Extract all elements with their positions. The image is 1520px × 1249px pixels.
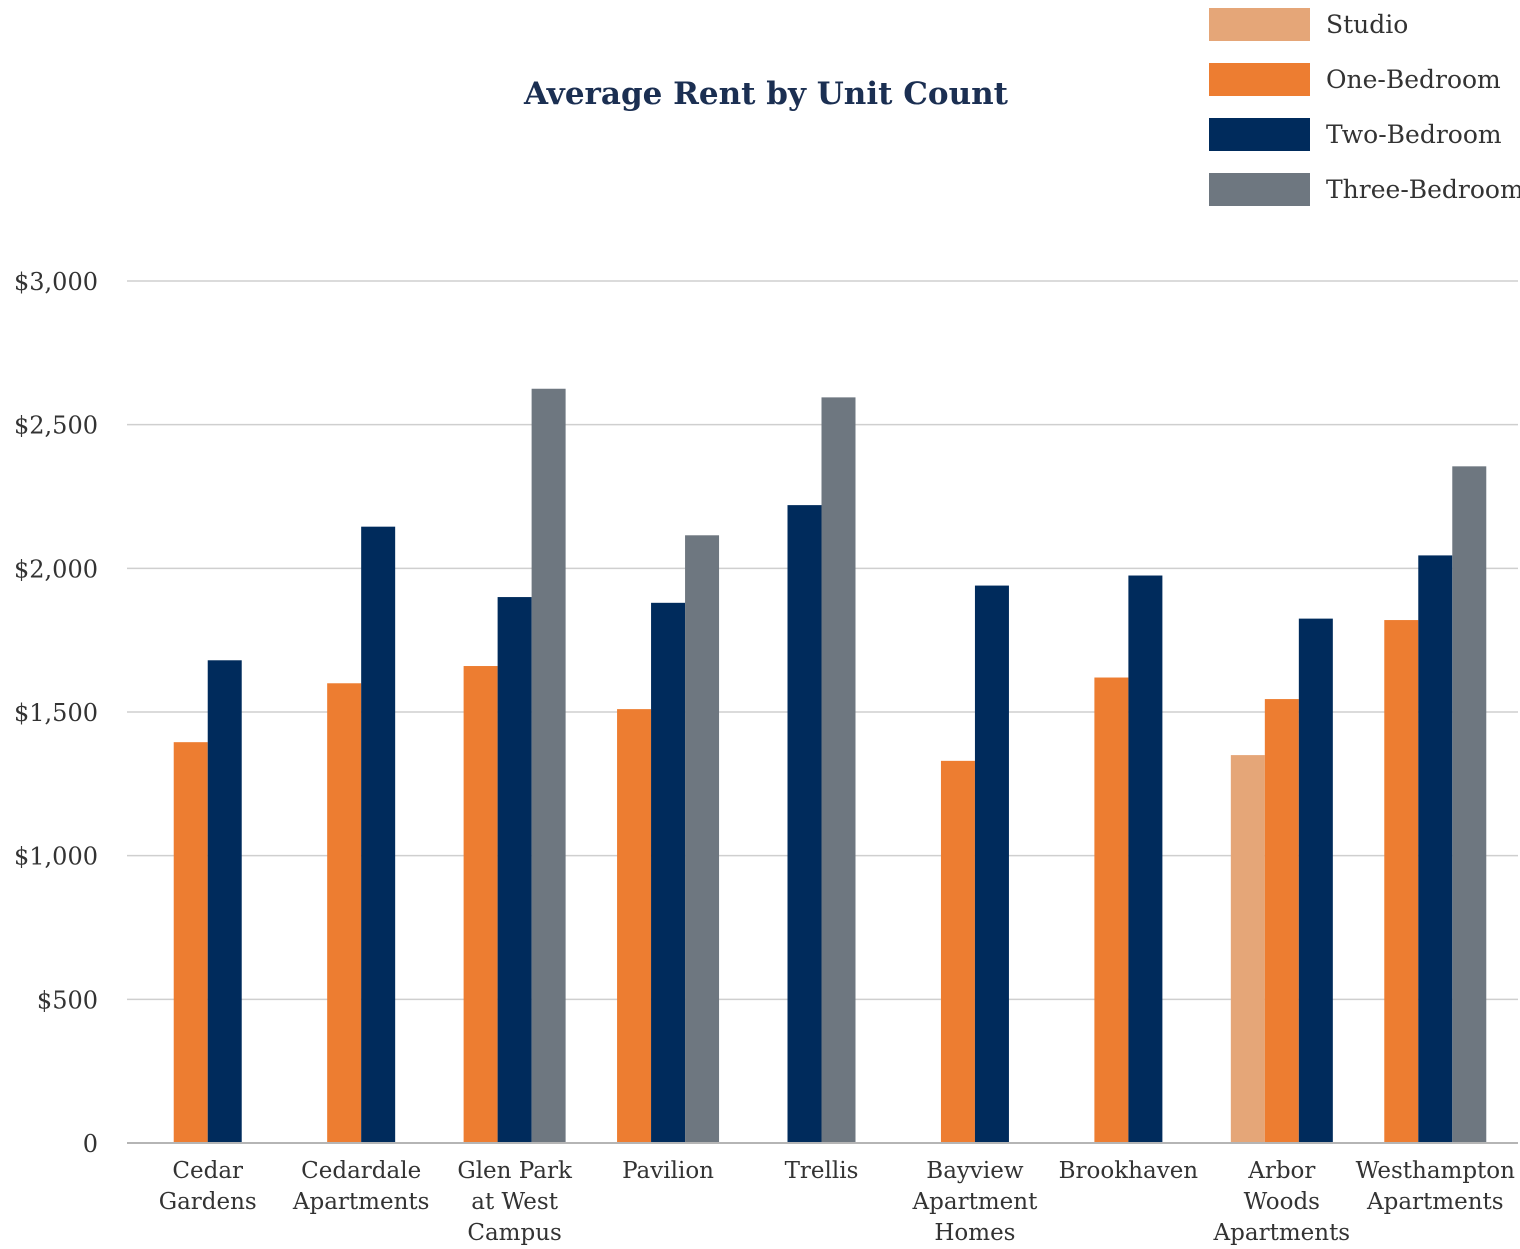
x-tick-label-line: Westhampton: [1356, 1158, 1516, 1184]
x-tick-label-line: Cedar: [172, 1158, 243, 1184]
bar-two-bedroom-6: [1128, 575, 1163, 1143]
x-tick-label-line: Pavilion: [622, 1158, 714, 1184]
y-tick-label: $500: [37, 986, 98, 1014]
x-tick-label: Cedar Gardens: [159, 1158, 257, 1215]
x-tick-label-line: Campus: [467, 1220, 561, 1246]
x-tick-label: Bayview Apartment Homes: [912, 1158, 1039, 1246]
x-tick-label: Arbor Woods Apartments: [1213, 1158, 1351, 1246]
x-tick-label-line: Trellis: [785, 1158, 859, 1184]
bar-two-bedroom-7: [1298, 618, 1333, 1143]
x-tick-label-line: Apartments: [292, 1189, 430, 1215]
bar-one-bedroom-8: [1384, 620, 1419, 1143]
bar-one-bedroom-1: [327, 683, 362, 1143]
y-tick-label: 0: [83, 1130, 98, 1158]
legend-swatch-one-bedroom: [1209, 63, 1310, 96]
bars: [173, 388, 1487, 1144]
legend: Studio One-Bedroom Two-Bedroom Three-Bedroo…: [1209, 8, 1520, 206]
bar-two-bedroom-8: [1418, 555, 1453, 1143]
x-tick-label-line: Apartment: [912, 1189, 1039, 1215]
x-tick-label-line: at West: [471, 1189, 558, 1215]
legend-label-studio: Studio: [1326, 10, 1408, 39]
x-tick-label-line: Apartments: [1366, 1189, 1504, 1215]
chart-title: Average Rent by Unit Count: [523, 76, 1009, 112]
bar-one-bedroom-2: [463, 666, 498, 1143]
x-tick-label-line: Brookhaven: [1059, 1158, 1199, 1184]
x-tick-label-line: Woods: [1244, 1189, 1320, 1215]
legend-swatch-studio: [1209, 8, 1310, 41]
bar-one-bedroom-6: [1094, 677, 1129, 1143]
x-tick-label-line: Cedardale: [301, 1158, 421, 1184]
x-tick-label: Cedardale Apartments: [292, 1158, 430, 1215]
x-tick-label: Brookhaven: [1059, 1158, 1199, 1184]
y-tick-label: $3,000: [14, 268, 98, 296]
bar-three-bedroom-4: [821, 397, 856, 1143]
x-tick-label-line: Apartments: [1213, 1220, 1351, 1246]
bar-one-bedroom-7: [1264, 699, 1299, 1143]
bar-one-bedroom-5: [940, 760, 975, 1143]
y-tick-label: $1,000: [14, 843, 98, 871]
y-axis-ticks: 0 $500 $1,000 $1,500 $2,000 $2,500 $3,000: [14, 268, 98, 1158]
x-tick-label-line: Homes: [934, 1220, 1015, 1246]
bar-one-bedroom-0: [173, 742, 208, 1143]
bar-three-bedroom-8: [1452, 466, 1487, 1144]
x-tick-label-line: Glen Park: [457, 1158, 573, 1184]
legend-swatch-three-bedroom: [1209, 173, 1310, 206]
bar-two-bedroom-2: [497, 597, 532, 1143]
bar-studio-7: [1230, 755, 1265, 1143]
bar-three-bedroom-3: [685, 535, 720, 1143]
bar-one-bedroom-3: [617, 709, 652, 1143]
x-tick-label-line: Arbor: [1247, 1158, 1315, 1184]
x-axis-labels: Cedar Gardens Cedardale Apartments Glen Park…: [159, 1158, 1515, 1246]
bar-two-bedroom-4: [787, 505, 822, 1143]
bar-two-bedroom-5: [974, 585, 1009, 1143]
bar-two-bedroom-3: [651, 602, 686, 1143]
y-tick-label: $1,500: [14, 699, 98, 727]
x-tick-label-line: Gardens: [159, 1189, 257, 1215]
legend-swatch-two-bedroom: [1209, 118, 1310, 151]
x-tick-label-line: Bayview: [926, 1158, 1024, 1184]
x-tick-label: Glen Park at West Campus: [457, 1158, 573, 1246]
x-tick-label: Westhampton Apartments: [1356, 1158, 1516, 1215]
legend-label-one-bedroom: One-Bedroom: [1326, 65, 1501, 94]
y-tick-label: $2,000: [14, 555, 98, 583]
legend-label-two-bedroom: Two-Bedroom: [1326, 120, 1502, 149]
y-tick-label: $2,500: [14, 412, 98, 440]
legend-label-three-bedroom: Three-Bedroom: [1326, 175, 1520, 204]
bar-two-bedroom-1: [361, 526, 396, 1143]
x-tick-label: Trellis: [785, 1158, 859, 1184]
x-tick-label: Pavilion: [622, 1158, 714, 1184]
bar-two-bedroom-0: [207, 660, 242, 1143]
bar-three-bedroom-2: [531, 388, 566, 1143]
